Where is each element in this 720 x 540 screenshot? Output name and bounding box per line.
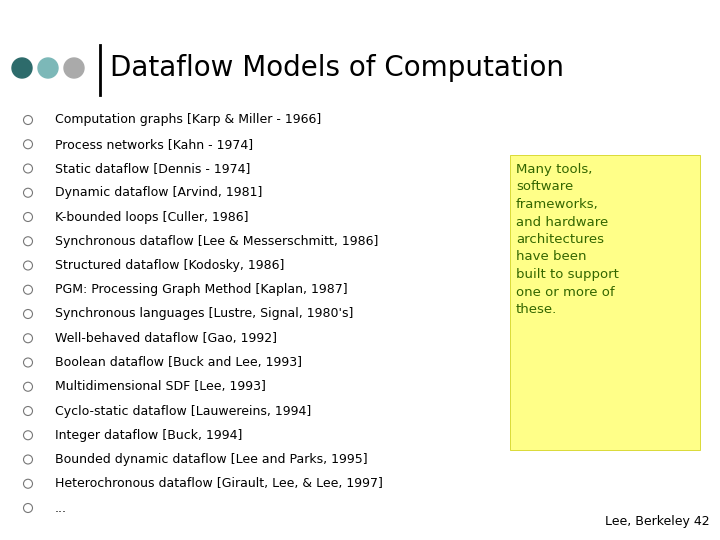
Text: Dynamic dataflow [Arvind, 1981]: Dynamic dataflow [Arvind, 1981] xyxy=(55,186,262,199)
Text: Lee, Berkeley 42: Lee, Berkeley 42 xyxy=(606,515,710,528)
Circle shape xyxy=(24,382,32,392)
Circle shape xyxy=(24,188,32,197)
Circle shape xyxy=(24,237,32,246)
Text: Synchronous languages [Lustre, Signal, 1980's]: Synchronous languages [Lustre, Signal, 1… xyxy=(55,307,354,321)
Text: Bounded dynamic dataflow [Lee and Parks, 1995]: Bounded dynamic dataflow [Lee and Parks,… xyxy=(55,453,368,466)
Circle shape xyxy=(24,213,32,221)
Text: Synchronous dataflow [Lee & Messerschmitt, 1986]: Synchronous dataflow [Lee & Messerschmit… xyxy=(55,235,379,248)
Text: Heterochronous dataflow [Girault, Lee, & Lee, 1997]: Heterochronous dataflow [Girault, Lee, &… xyxy=(55,477,383,490)
Circle shape xyxy=(64,58,84,78)
Text: Structured dataflow [Kodosky, 1986]: Structured dataflow [Kodosky, 1986] xyxy=(55,259,284,272)
Circle shape xyxy=(38,58,58,78)
Text: K-bounded loops [Culler, 1986]: K-bounded loops [Culler, 1986] xyxy=(55,211,248,224)
Circle shape xyxy=(24,285,32,294)
Text: Multidimensional SDF [Lee, 1993]: Multidimensional SDF [Lee, 1993] xyxy=(55,380,266,393)
FancyBboxPatch shape xyxy=(510,155,700,450)
Circle shape xyxy=(24,431,32,440)
Circle shape xyxy=(24,164,32,173)
Text: Integer dataflow [Buck, 1994]: Integer dataflow [Buck, 1994] xyxy=(55,429,243,442)
Text: Cyclo-static dataflow [Lauwereins, 1994]: Cyclo-static dataflow [Lauwereins, 1994] xyxy=(55,404,311,417)
Circle shape xyxy=(24,261,32,270)
Text: Boolean dataflow [Buck and Lee, 1993]: Boolean dataflow [Buck and Lee, 1993] xyxy=(55,356,302,369)
Circle shape xyxy=(24,358,32,367)
Text: Process networks [Kahn - 1974]: Process networks [Kahn - 1974] xyxy=(55,138,253,151)
Circle shape xyxy=(24,503,32,512)
Circle shape xyxy=(24,309,32,319)
Circle shape xyxy=(24,140,32,149)
Circle shape xyxy=(24,116,32,125)
Text: ...: ... xyxy=(55,502,67,515)
Text: Dataflow Models of Computation: Dataflow Models of Computation xyxy=(110,54,564,82)
Text: PGM: Processing Graph Method [Kaplan, 1987]: PGM: Processing Graph Method [Kaplan, 19… xyxy=(55,284,348,296)
Text: Static dataflow [Dennis - 1974]: Static dataflow [Dennis - 1974] xyxy=(55,162,251,175)
Circle shape xyxy=(24,334,32,343)
Circle shape xyxy=(24,455,32,464)
Text: Well-behaved dataflow [Gao, 1992]: Well-behaved dataflow [Gao, 1992] xyxy=(55,332,277,345)
Text: Many tools,
software
frameworks,
and hardware
architectures
have been
built to s: Many tools, software frameworks, and har… xyxy=(516,163,619,316)
Circle shape xyxy=(12,58,32,78)
Circle shape xyxy=(24,407,32,415)
Circle shape xyxy=(24,480,32,488)
Text: Computation graphs [Karp & Miller - 1966]: Computation graphs [Karp & Miller - 1966… xyxy=(55,113,321,126)
